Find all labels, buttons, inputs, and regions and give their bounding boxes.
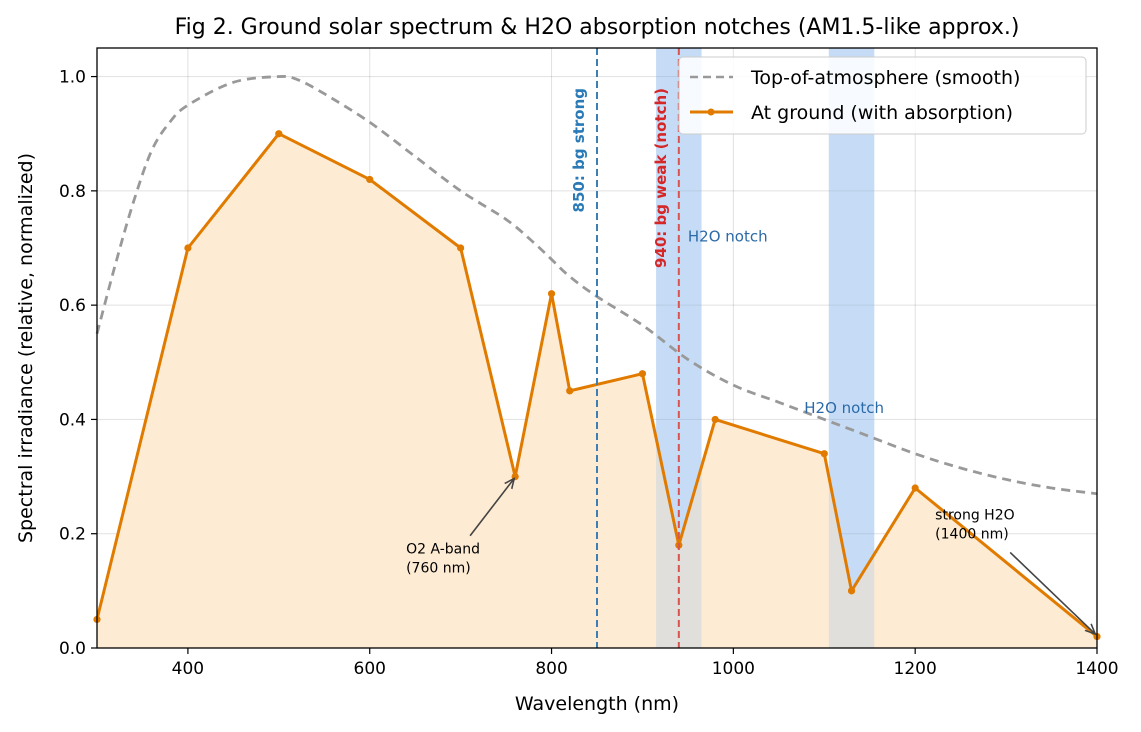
legend-ground-marker	[707, 108, 715, 116]
ground-point	[847, 587, 856, 595]
toa-line	[95, 75, 1098, 496]
vline-label-940: 940: bg weak (notch)	[652, 88, 670, 268]
annotation-arrow	[1009, 551, 1095, 634]
y-tick-label: 0.4	[59, 410, 86, 430]
legend: Top-of-atmosphere (smooth) At ground (wi…	[678, 56, 1087, 135]
x-axis-label: Wavelength (nm)	[515, 693, 679, 715]
ground-point	[711, 415, 719, 424]
annotation-text-line: strong H2O	[935, 507, 1014, 523]
h2o-band-overlay-2	[828, 48, 875, 648]
band-label-1: H2O notch	[688, 228, 768, 246]
ground-point	[184, 244, 192, 252]
x-axis-ticks: 400 600 800 1000 1200 1400	[172, 648, 1119, 679]
x-tick-label: 1000	[712, 659, 755, 679]
annotation-text-line: O2 A-band	[406, 542, 480, 558]
annotation-arrow	[469, 478, 514, 537]
ground-point	[547, 290, 556, 298]
ground-point	[566, 387, 574, 395]
ground-point	[911, 484, 919, 492]
ground-point	[820, 450, 828, 458]
plot-frame	[96, 47, 1098, 649]
y-tick-label: 0.8	[59, 182, 86, 202]
ground-point	[275, 130, 283, 138]
annotations: O2 A-band (760 nm) strong H2O (1400 nm)	[406, 478, 1095, 634]
chart-title: Fig 2. Ground solar spectrum & H2O absor…	[175, 15, 1020, 40]
ground-point	[457, 244, 465, 252]
y-axis-ticks: 0.0 0.2 0.4 0.6 0.8 1.0	[59, 68, 97, 659]
ground-point	[638, 370, 647, 378]
x-tick-label: 600	[354, 659, 386, 679]
y-tick-label: 0.2	[59, 525, 86, 545]
annotation-text-line: (1400 nm)	[935, 526, 1009, 542]
band-label-2: H2O notch	[804, 399, 884, 417]
legend-ground-label: At ground (with absorption)	[751, 102, 1013, 124]
y-tick-label: 1.0	[59, 68, 86, 88]
vline-label-850: 850: bg strong	[570, 88, 588, 212]
legend-box	[678, 56, 1087, 135]
y-tick-label: 0.0	[59, 639, 86, 659]
x-tick-label: 1400	[1075, 659, 1118, 679]
ground-point	[366, 175, 374, 184]
x-tick-label: 800	[535, 659, 567, 679]
y-axis-label: Spectral irradiance (relative, normalize…	[15, 153, 37, 543]
ground-point	[511, 472, 519, 481]
annotation-text-line: (760 nm)	[406, 561, 471, 577]
x-tick-label: 400	[172, 659, 204, 679]
x-tick-label: 1200	[894, 659, 937, 679]
toa-series	[95, 75, 1098, 496]
legend-toa-label: Top-of-atmosphere (smooth)	[750, 67, 1020, 89]
reference-lines: 850: bg strong 940: bg weak (notch) H2O no…	[570, 48, 884, 648]
y-tick-label: 0.6	[59, 296, 86, 316]
